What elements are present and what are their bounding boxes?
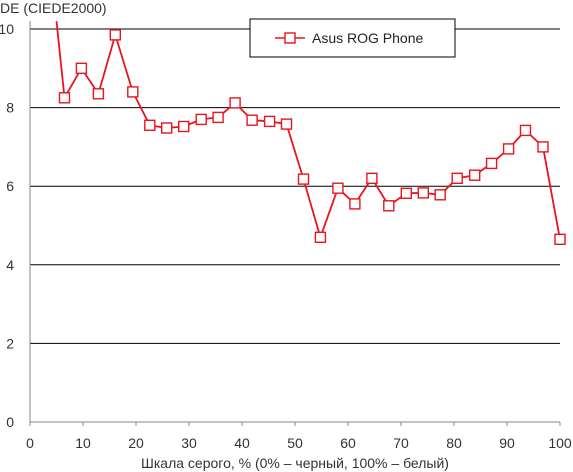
data-point — [127, 86, 139, 98]
data-point — [485, 157, 498, 170]
data-point — [75, 62, 88, 74]
y-tick-label: 0 — [6, 414, 14, 430]
series-asus-rog-phone — [55, 21, 566, 246]
x-axis-title: Шкала серого, % (0% – черный, 100% – бел… — [141, 455, 449, 471]
y-tick-label: 2 — [6, 335, 14, 351]
x-tick-labels: 0 10 20 30 40 50 60 70 80 90 100 — [26, 435, 572, 451]
x-tick-label: 60 — [340, 435, 356, 451]
data-point — [469, 169, 481, 181]
y-tick-label: 6 — [6, 178, 14, 194]
data-point — [297, 173, 310, 185]
data-point — [92, 88, 105, 100]
y-tick-label: 8 — [6, 100, 14, 116]
legend: Asus ROG Phone — [249, 18, 456, 58]
data-point — [383, 200, 395, 212]
data-point — [144, 119, 156, 132]
x-tick-label: 50 — [287, 435, 303, 451]
data-point — [280, 118, 293, 130]
data-point — [314, 231, 327, 244]
y-tick-labels: 0 2 4 6 8 10 — [0, 21, 14, 430]
data-point — [434, 189, 446, 201]
x-tick-label: 10 — [75, 435, 91, 451]
gridlines — [30, 28, 560, 344]
x-tick-label: 0 — [26, 435, 34, 451]
data-point — [177, 120, 190, 133]
data-point — [417, 187, 429, 199]
data-point — [519, 124, 532, 137]
data-point — [400, 187, 412, 200]
data-point — [537, 141, 549, 153]
data-point — [246, 114, 258, 126]
x-tick-label: 90 — [499, 435, 515, 451]
legend-label: Asus ROG Phone — [312, 30, 423, 46]
data-point — [502, 143, 515, 155]
x-tick-label: 20 — [128, 435, 144, 451]
x-tick-label: 100 — [548, 435, 572, 451]
y-axis-title: DE (CIEDE2000) — [0, 0, 107, 16]
data-point — [263, 115, 276, 128]
x-tick-label: 80 — [446, 435, 462, 451]
legend-marker-swatch — [284, 32, 296, 44]
data-point — [349, 198, 361, 210]
data-point — [366, 172, 378, 185]
x-tick-label: 70 — [393, 435, 409, 451]
y-tick-label: 10 — [0, 21, 14, 37]
x-tick-marks — [29, 422, 561, 426]
data-point — [195, 113, 207, 126]
data-point — [229, 97, 241, 109]
data-point — [554, 233, 566, 246]
data-point — [109, 29, 122, 41]
data-point — [451, 172, 463, 185]
y-tick-label: 4 — [6, 257, 14, 273]
x-tick-label: 40 — [234, 435, 250, 451]
data-point — [58, 92, 71, 104]
data-point — [160, 122, 173, 134]
data-point — [332, 182, 344, 194]
x-tick-label: 30 — [181, 435, 197, 451]
data-point — [212, 111, 224, 124]
